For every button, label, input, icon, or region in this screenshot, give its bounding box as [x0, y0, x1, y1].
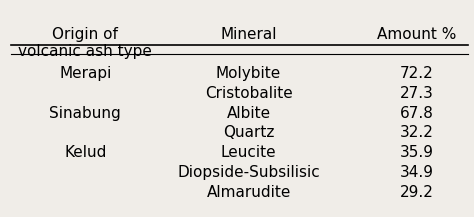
Text: Almarudite: Almarudite — [206, 185, 291, 200]
Text: 67.8: 67.8 — [400, 105, 434, 120]
Text: 72.2: 72.2 — [400, 66, 434, 81]
Text: Kelud: Kelud — [64, 145, 106, 160]
Text: Leucite: Leucite — [221, 145, 276, 160]
Text: Albite: Albite — [227, 105, 271, 120]
Text: 32.2: 32.2 — [400, 125, 434, 140]
Text: Mineral: Mineral — [220, 27, 277, 42]
Text: Origin of
volcanic ash type: Origin of volcanic ash type — [18, 27, 152, 59]
Text: 29.2: 29.2 — [400, 185, 434, 200]
Text: Amount %: Amount % — [377, 27, 456, 42]
Text: 34.9: 34.9 — [400, 165, 434, 180]
Text: 35.9: 35.9 — [400, 145, 434, 160]
Text: 27.3: 27.3 — [400, 85, 434, 100]
Text: Sinabung: Sinabung — [49, 105, 121, 120]
Text: Quartz: Quartz — [223, 125, 274, 140]
Text: Molybite: Molybite — [216, 66, 281, 81]
Text: Merapi: Merapi — [59, 66, 111, 81]
Text: Diopside-Subsilisic: Diopside-Subsilisic — [177, 165, 320, 180]
Text: Cristobalite: Cristobalite — [205, 85, 292, 100]
